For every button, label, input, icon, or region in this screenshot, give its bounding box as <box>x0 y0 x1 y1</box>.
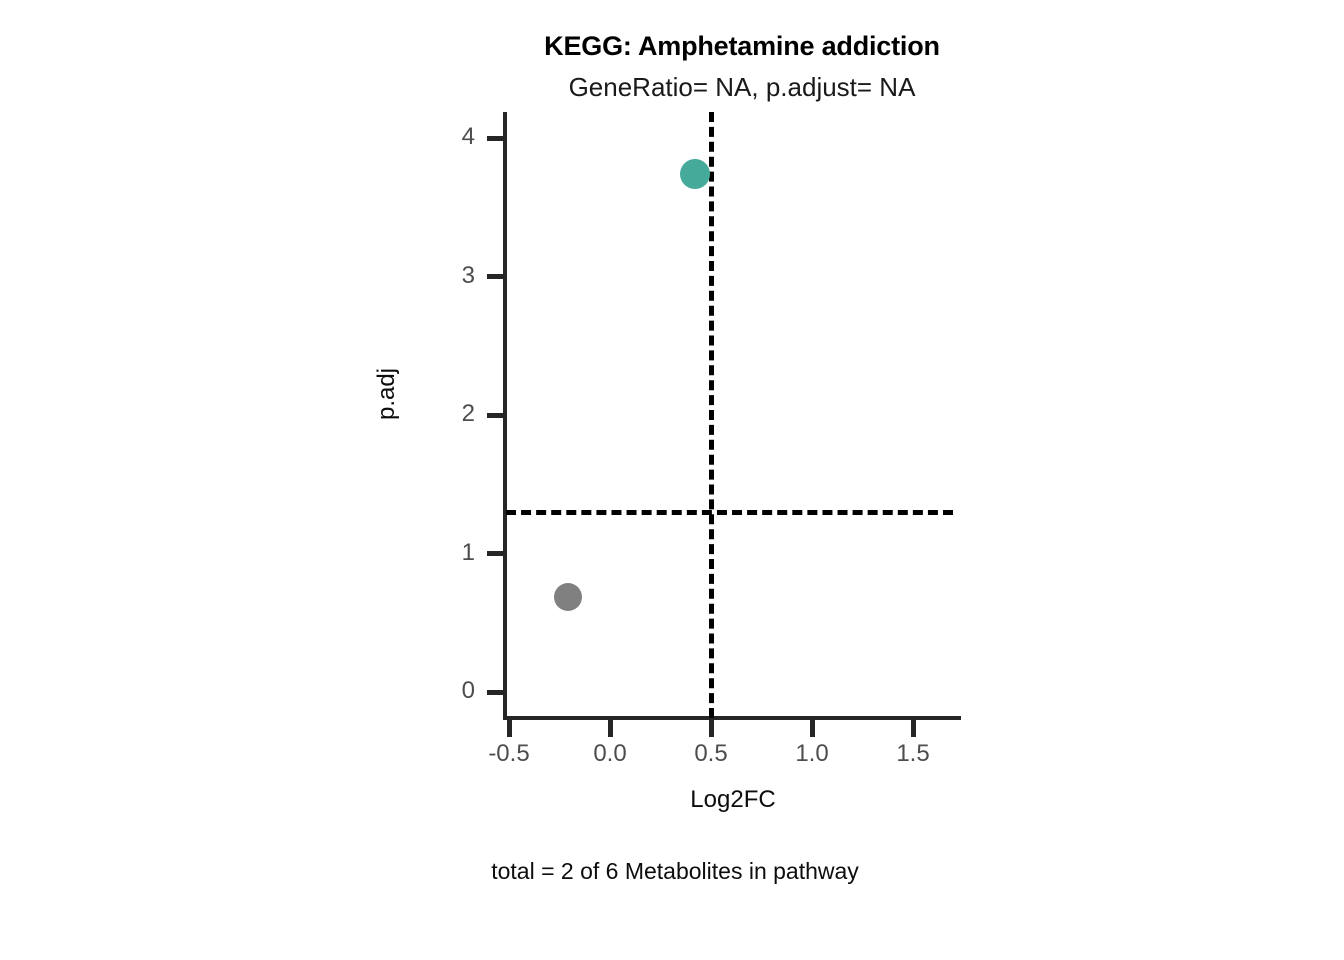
y-tick-label-3: 3 <box>461 261 475 289</box>
y-axis-line <box>503 112 507 720</box>
x-tick-label-1.5: 1.5 <box>896 740 930 767</box>
x-tick-0.5 <box>708 719 714 737</box>
reference-line-p-adj-threshold <box>506 510 953 516</box>
data-point-significant-metabolite[interactable] <box>679 159 710 190</box>
y-axis-title: p.adj <box>373 367 400 421</box>
chart-subtitle: GeneRatio= NA, p.adjust= NA <box>568 72 916 102</box>
x-tick-1.5 <box>910 719 916 737</box>
chart-caption: total = 2 of 6 Metabolites in pathway <box>491 858 859 884</box>
x-tick-label-1.0: 1.0 <box>795 740 829 767</box>
x-tick-label-0.5: 0.5 <box>694 740 728 767</box>
x-axis-title: Log2FC <box>690 786 776 813</box>
y-tick-label-1: 1 <box>461 538 475 566</box>
chart-title: KEGG: Amphetamine addiction <box>544 31 940 61</box>
y-tick-0 <box>487 689 504 695</box>
x-tick-1.0 <box>809 719 815 737</box>
x-tick-label-0.0: 0.0 <box>593 740 627 767</box>
x-tick-0.0 <box>607 719 613 737</box>
x-axis-line <box>503 716 961 720</box>
y-tick-3 <box>487 274 504 280</box>
y-tick-label-2: 2 <box>461 400 475 428</box>
reference-line-log2fc-threshold <box>709 112 714 718</box>
y-tick-label-0: 0 <box>461 677 475 704</box>
data-point-non-significant-metabolite[interactable] <box>553 582 582 611</box>
y-tick-1 <box>487 551 504 557</box>
y-tick-4 <box>487 135 504 141</box>
x-tick--0.5 <box>506 719 512 737</box>
y-tick-2 <box>487 412 504 418</box>
y-tick-label-4: 4 <box>461 123 475 151</box>
x-tick-label--0.5: -0.5 <box>488 740 530 767</box>
